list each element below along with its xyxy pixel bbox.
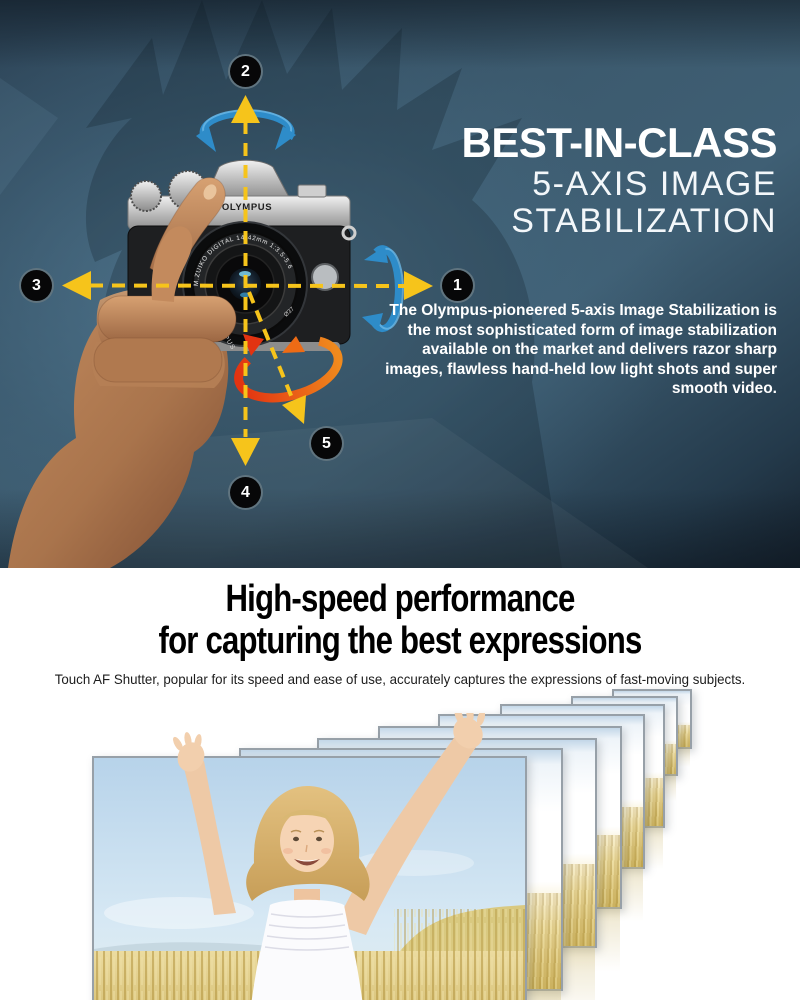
hero-title-line2: 5-AXIS IMAGE xyxy=(532,165,777,203)
hero-section: OLYMPUS xyxy=(0,0,800,568)
marker-4: 4 xyxy=(228,475,263,510)
camera-hot-shoe xyxy=(297,184,327,198)
marker-4-label: 4 xyxy=(241,483,250,501)
marker-2-label: 2 xyxy=(241,62,250,80)
marker-1: 1 xyxy=(440,268,475,303)
hero-title-line3: STABILIZATION xyxy=(511,202,777,240)
marker-2: 2 xyxy=(228,54,263,89)
axis-arrow-horizontal xyxy=(89,283,405,288)
camera-port-button xyxy=(311,263,339,291)
fingernail xyxy=(203,184,217,200)
pitch-rotation-arc xyxy=(362,245,404,333)
speed-heading-line2: for capturing the best expressions xyxy=(158,620,643,662)
hero-title-line1: BEST-IN-CLASS xyxy=(461,119,777,166)
camera-dial-left xyxy=(130,180,162,212)
girl-face xyxy=(280,810,334,872)
roll-arrowhead-right xyxy=(282,336,305,353)
roll-rotation-arc xyxy=(234,336,343,403)
speed-section: High-speed performance for capturing the… xyxy=(0,568,800,1000)
axis-arrows xyxy=(62,95,433,466)
camera-strap-lug xyxy=(341,225,357,241)
speed-subtitle: Touch AF Shutter, popular for its speed … xyxy=(54,671,746,687)
girl-right-arm xyxy=(336,735,476,935)
marker-3-label: 3 xyxy=(32,276,41,294)
girl xyxy=(173,713,486,1000)
olympus-logo: OLYMPUS xyxy=(222,202,272,213)
girl-right-hand xyxy=(453,717,483,749)
roll-arrowhead-left xyxy=(243,334,264,356)
hero-title: BEST-IN-CLASS 5-AXIS IMAGE STABILIZATION xyxy=(461,120,777,240)
hero-paragraph: The Olympus-pioneered 5-axis Image Stabi… xyxy=(385,302,777,397)
speed-heading: High-speed performance for capturing the… xyxy=(72,578,728,662)
marker-3: 3 xyxy=(19,268,54,303)
marker-1-label: 1 xyxy=(453,276,462,294)
marker-5: 5 xyxy=(309,426,344,461)
hero-illustration: OLYMPUS xyxy=(0,0,562,568)
front-photo-frame xyxy=(92,713,527,1000)
speed-heading-line1: High-speed performance xyxy=(225,578,575,620)
fingers-over-camera xyxy=(93,177,237,383)
camera-illustration: OLYMPUS xyxy=(93,159,357,383)
girl-smile xyxy=(294,859,320,866)
girl-left-arm xyxy=(184,761,236,915)
girl-in-field-photo xyxy=(94,713,525,1000)
lens-glass-glint xyxy=(239,271,251,277)
marker-5-label: 5 xyxy=(322,434,331,452)
